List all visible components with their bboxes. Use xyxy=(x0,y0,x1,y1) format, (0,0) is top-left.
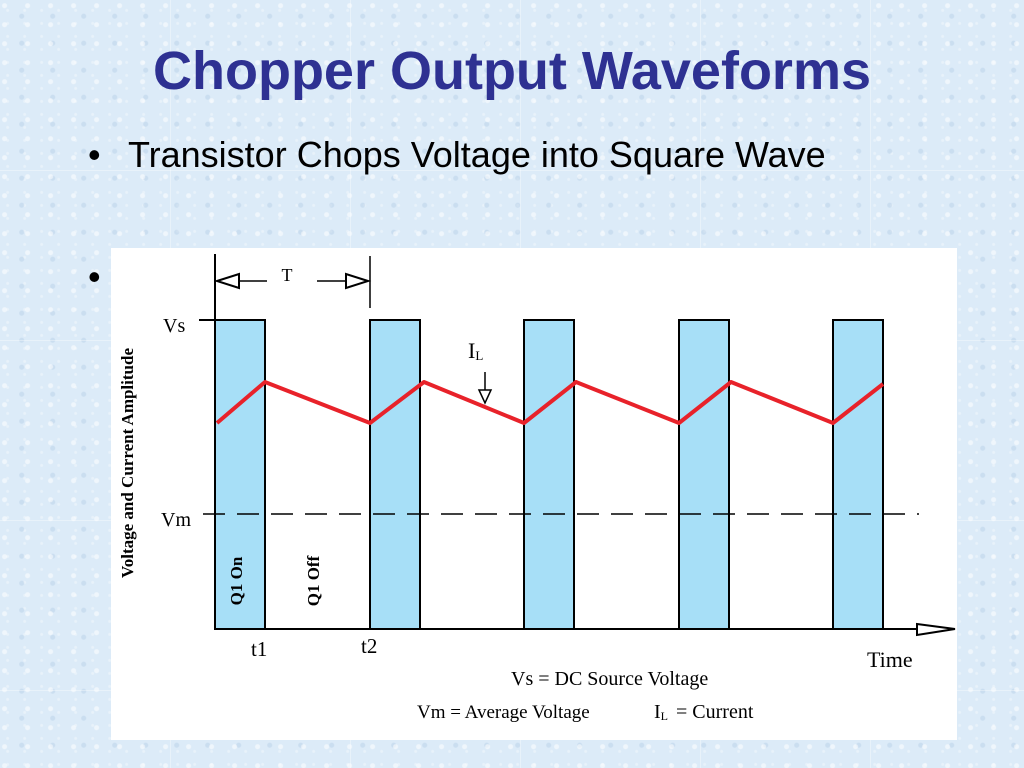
current-label-main: I xyxy=(468,338,475,363)
bullet-item: • xyxy=(88,256,101,298)
bullet-marker: • xyxy=(88,256,101,297)
current-label: IL xyxy=(468,338,483,363)
t1-label: t1 xyxy=(251,637,267,661)
legend-il-sub: L xyxy=(661,709,668,723)
vm-label: Vm xyxy=(161,509,191,531)
x-axis-label: Time xyxy=(867,647,913,672)
bullet-item: • Transistor Chops Voltage into Square W… xyxy=(88,132,948,178)
current-arrow-icon xyxy=(477,389,493,405)
legend-il-main: I xyxy=(654,701,661,723)
period-label: T xyxy=(282,265,293,285)
bullet-marker: • xyxy=(88,134,101,175)
legend-vs: Vs = DC Source Voltage xyxy=(511,668,708,690)
current-label-sub: L xyxy=(475,348,483,363)
q1-on-label: Q1 On xyxy=(227,556,246,605)
legend-il-text: = Current xyxy=(676,701,754,723)
voltage-pulse xyxy=(678,319,730,630)
vs-label: Vs xyxy=(163,315,185,337)
voltage-pulse xyxy=(214,319,266,630)
background-grid-line xyxy=(0,170,1024,171)
voltage-pulse xyxy=(369,319,421,630)
voltage-pulse xyxy=(523,319,575,630)
bullet-list: • Transistor Chops Voltage into Square W… xyxy=(88,132,948,178)
chopper-waveform-diagram: T IL Vs Vm Voltage and Current Amplitude… xyxy=(111,248,957,740)
y-axis-label: Voltage and Current Amplitude xyxy=(118,348,137,578)
legend-il: IL = Current xyxy=(654,701,754,723)
waveform-svg: T IL Vs Vm Voltage and Current Amplitude… xyxy=(118,254,956,723)
bullet-text: Transistor Chops Voltage into Square Wav… xyxy=(128,134,826,175)
voltage-pulses xyxy=(214,319,884,630)
q1-off-label: Q1 Off xyxy=(304,555,323,606)
arrow-right-icon xyxy=(345,272,372,290)
slide-title: Chopper Output Waveforms xyxy=(152,41,871,101)
arrow-left-icon xyxy=(213,272,240,290)
current-callout: IL xyxy=(468,338,493,405)
x-axis-arrow-icon xyxy=(916,622,956,637)
period-marker: T xyxy=(213,256,372,308)
voltage-pulse xyxy=(832,319,884,630)
inductor-current-line xyxy=(215,380,885,425)
t2-label: t2 xyxy=(361,634,377,658)
legend-vm: Vm = Average Voltage xyxy=(417,702,590,723)
